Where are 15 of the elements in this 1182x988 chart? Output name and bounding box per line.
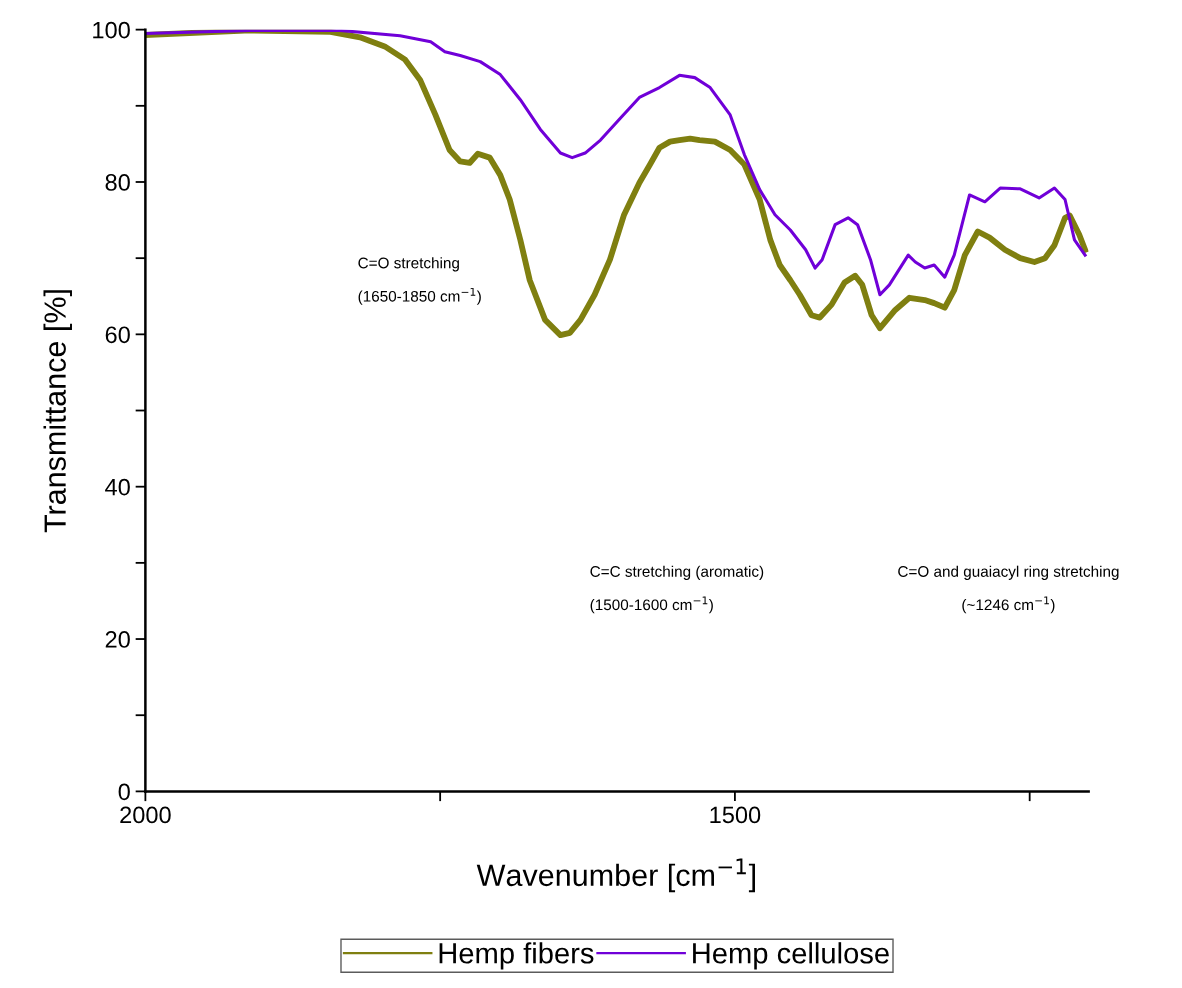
text: C=C stretching (aromatic) (1500-1600 cm$^{−1}$) xyxy=(590,565,764,614)
x-tick-label: 2000 xyxy=(120,806,171,824)
x-axis-title: Wavenumber [cm$^{−1}$] xyxy=(476,858,755,893)
legend-label: Hemp fibers xyxy=(439,942,594,970)
y-tick-label: 0 xyxy=(118,783,130,801)
x-tick-label: 1500 xyxy=(710,806,761,824)
text: C=O stretching (1650-1850 cm$^{−1}$) xyxy=(358,257,481,305)
y-tick-label: 100 xyxy=(93,21,130,39)
y-tick-label: 40 xyxy=(105,478,130,496)
y-tick-label: 80 xyxy=(105,174,130,191)
legend-label: Hemp cellulose xyxy=(693,942,889,970)
y-axis-title: Transmittance [%] xyxy=(43,290,72,533)
y-tick-label: 60 xyxy=(105,326,130,344)
y-tick-label: 20 xyxy=(105,631,130,648)
text: C=O and guaiacyl ring stretching (~1246 cm$^{−1}$) xyxy=(898,565,1119,614)
